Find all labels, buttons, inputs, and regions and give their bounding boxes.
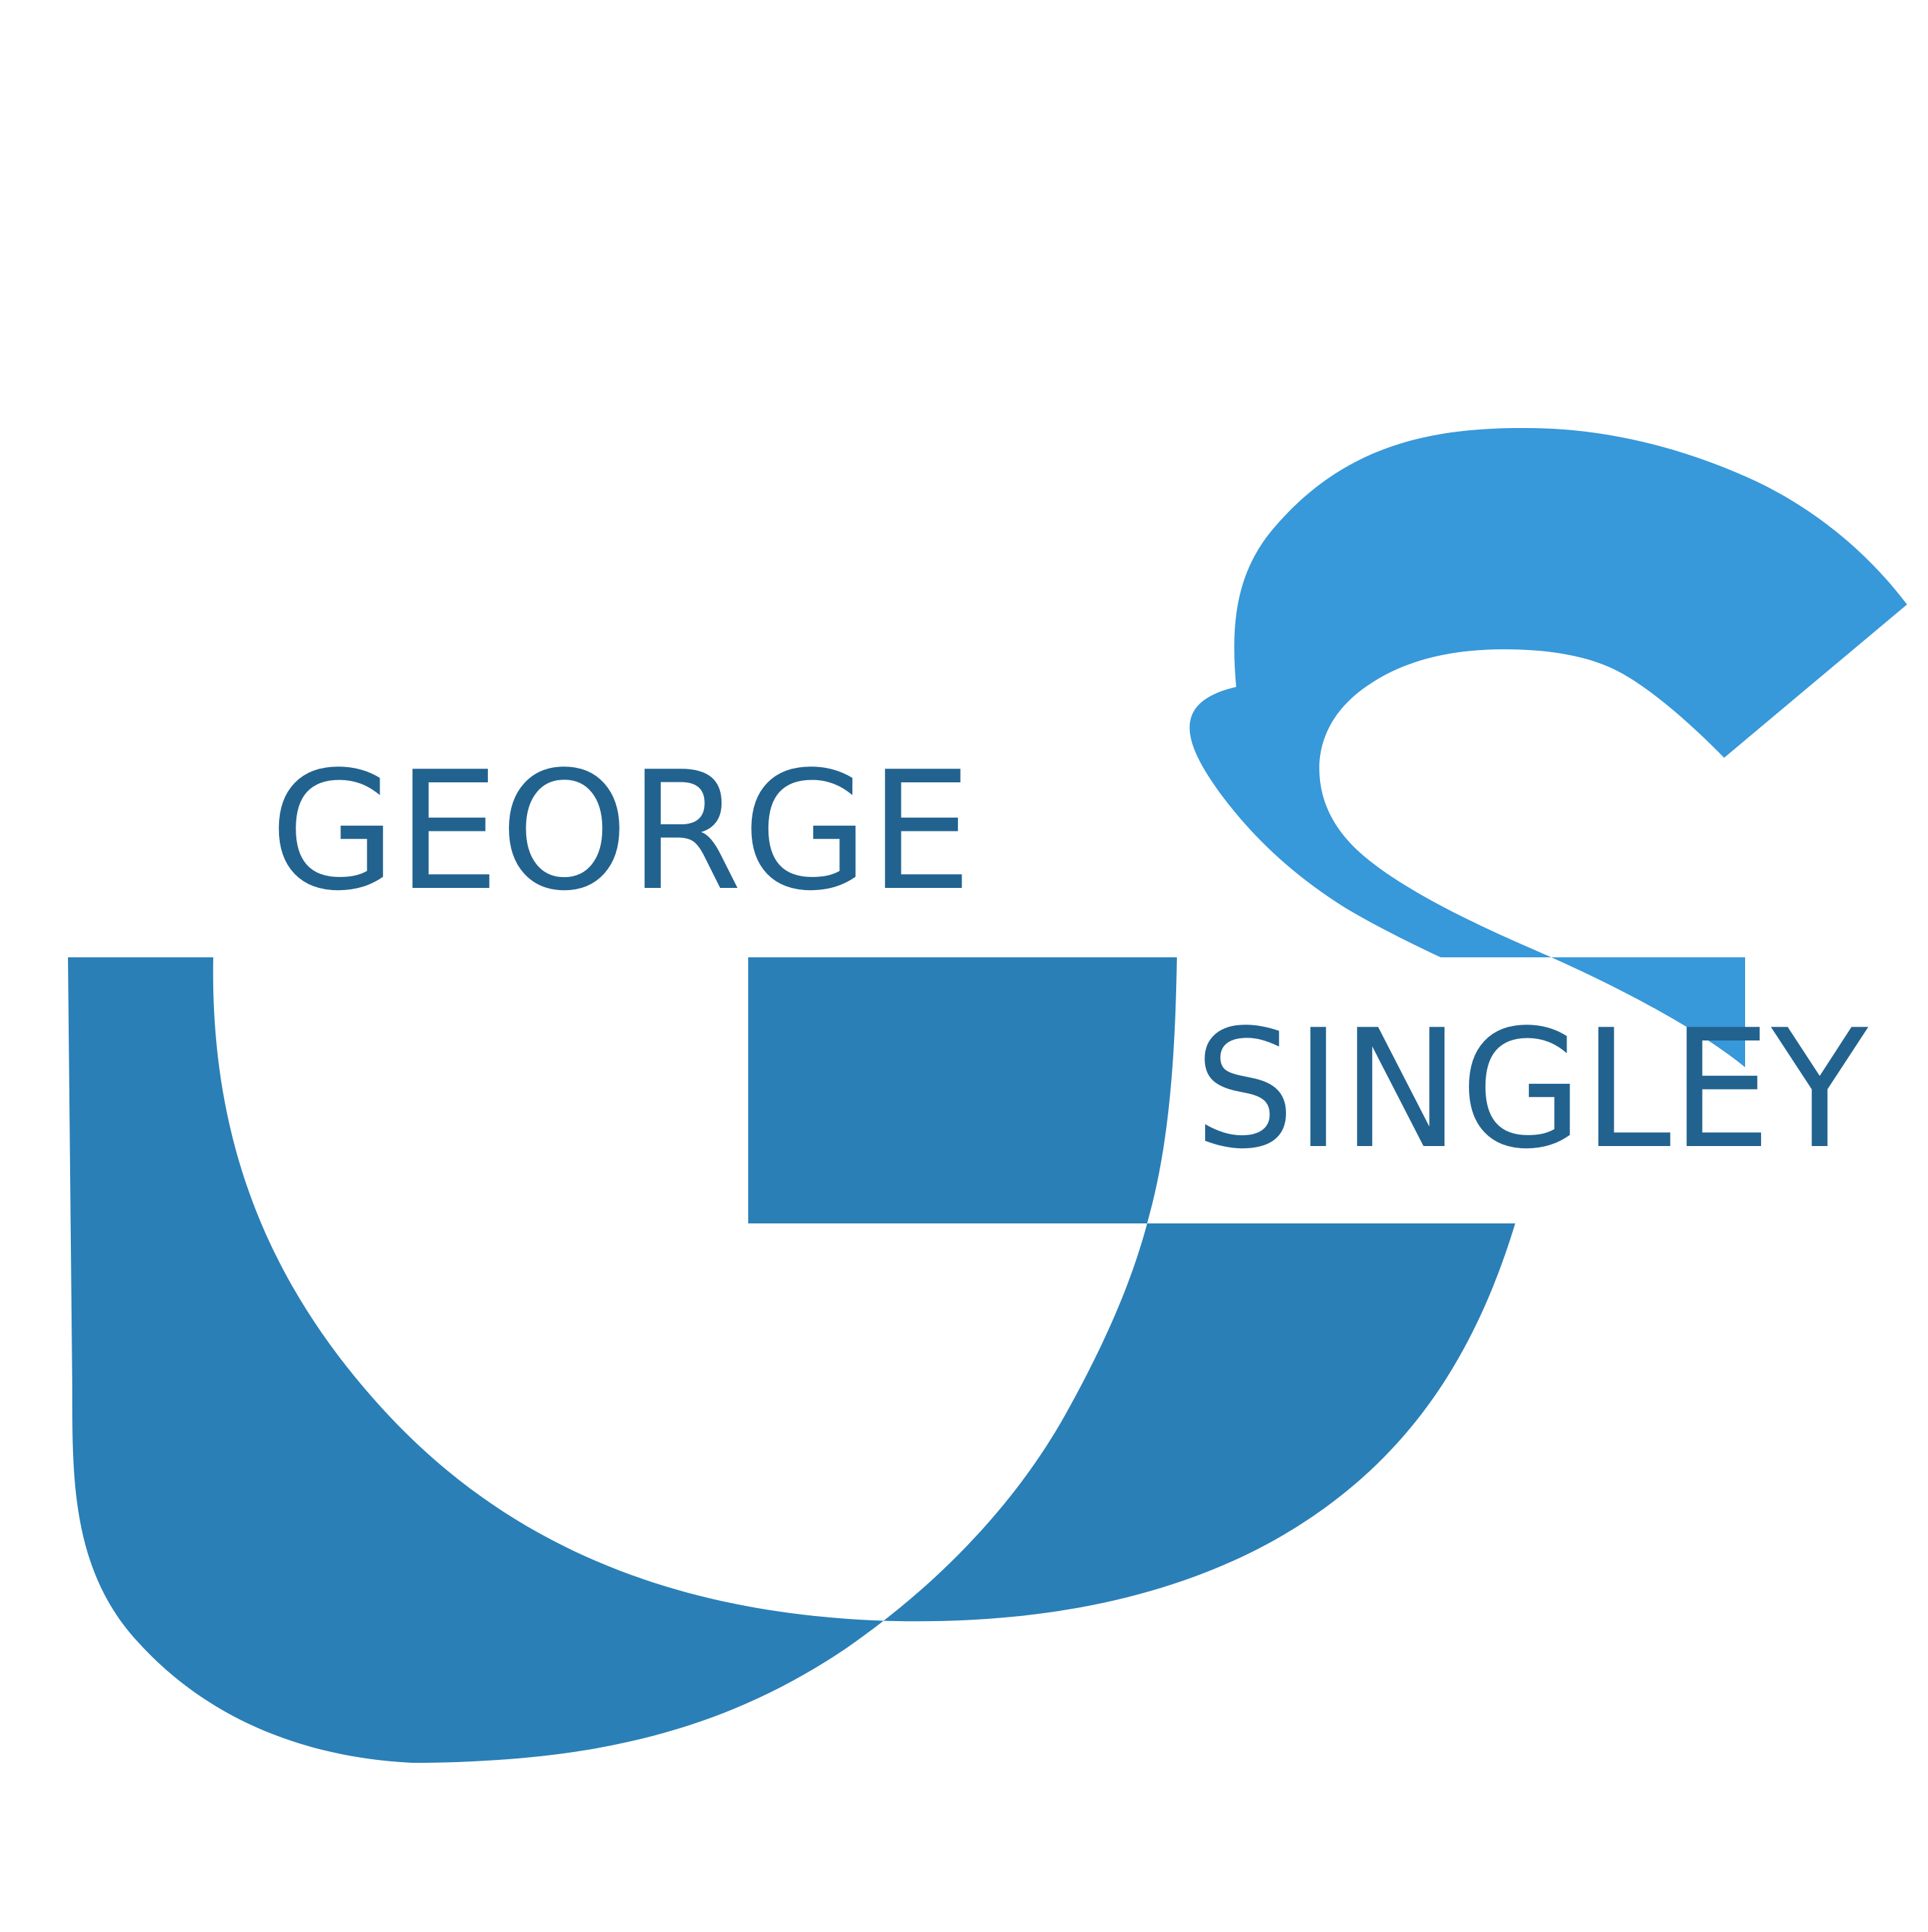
monogram-s-shape xyxy=(1189,427,1907,1067)
last-name-text: SINGLEY xyxy=(1194,995,1869,1185)
first-name-text: GEORGE xyxy=(270,737,972,927)
monogram-g-shape xyxy=(68,957,1515,1763)
